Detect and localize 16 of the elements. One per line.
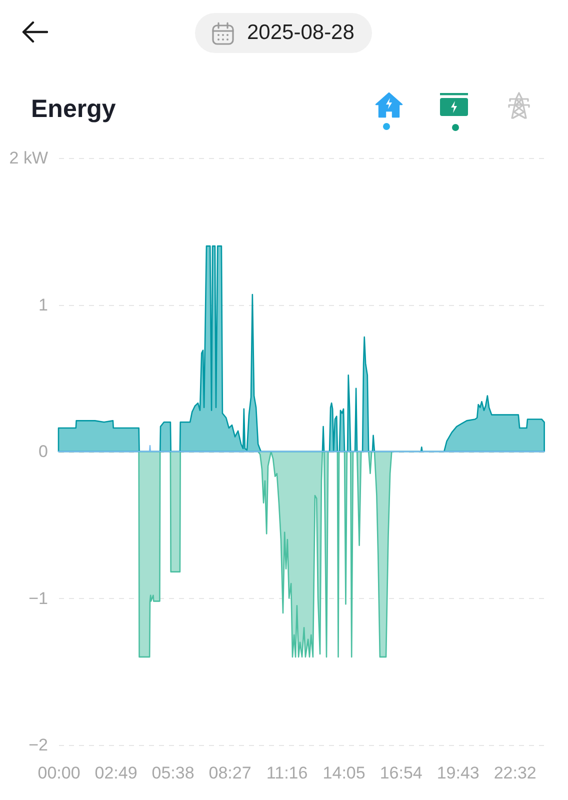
x-tick-label: 00:00 [38, 764, 80, 782]
y-tick-label: 2 kW [9, 148, 48, 168]
x-tick-label: 05:38 [152, 764, 194, 782]
x-tick-label: 02:49 [94, 764, 138, 782]
x-tick-label: 16:54 [380, 764, 422, 782]
x-tick-label: 22:32 [494, 764, 536, 782]
x-tick-label: 14:05 [322, 764, 366, 782]
y-tick-label: 1 [38, 295, 48, 314]
chart-title: Energy [31, 95, 116, 123]
y-tick-label: −2 [28, 736, 48, 754]
x-tick-label: 08:27 [208, 764, 252, 782]
x-tick-label: 11:16 [266, 764, 308, 782]
x-tick-label: 19:43 [436, 764, 480, 782]
date-button: 2025-08-28 [195, 13, 372, 53]
y-tick-label: 0 [38, 442, 48, 461]
y-tick-label: −1 [28, 588, 48, 608]
